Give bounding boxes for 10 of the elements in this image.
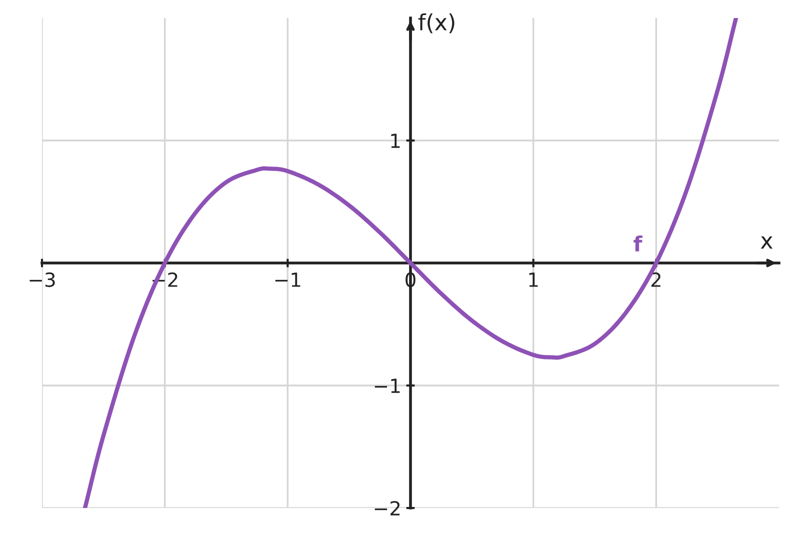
y-tick-label: −1 bbox=[374, 378, 400, 393]
y-tick-label: −2 bbox=[374, 500, 400, 516]
series-label: f bbox=[634, 235, 642, 252]
y-axis-title: f(x) bbox=[418, 13, 454, 34]
x-axis-title: x bbox=[760, 236, 773, 249]
x-tick-label: 1 bbox=[529, 272, 538, 287]
y-tick-label: 1 bbox=[391, 134, 400, 148]
x-tick-label: 2 bbox=[651, 272, 660, 287]
x-tick-label: −1 bbox=[275, 272, 300, 287]
x-tick-label: −3 bbox=[30, 272, 55, 288]
